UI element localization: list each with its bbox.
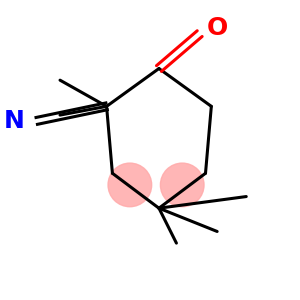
Text: N: N	[4, 109, 25, 133]
Circle shape	[108, 163, 152, 207]
Text: O: O	[206, 16, 228, 40]
Circle shape	[160, 163, 204, 207]
